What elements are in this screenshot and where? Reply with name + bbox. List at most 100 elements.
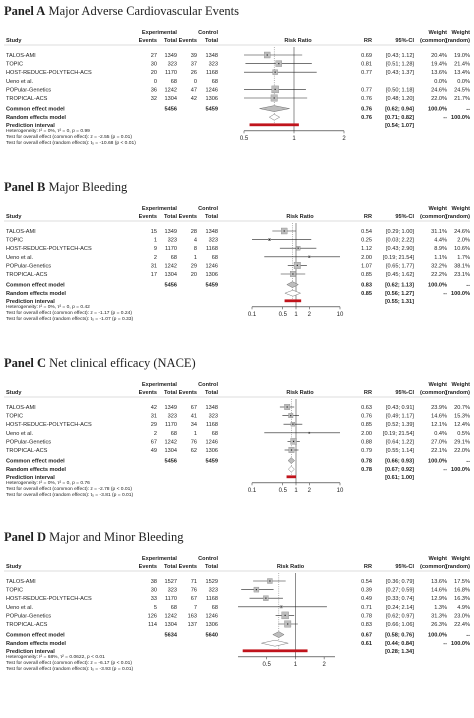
point-estimate (292, 423, 294, 425)
ci-value: [0.65; 1.77] (386, 263, 414, 269)
point-estimate (278, 63, 280, 65)
total-control: 5459 (206, 107, 218, 113)
study-row: HOST-REDUCE-POLYTECH-ACS 29 1170 34 1168 0.85… (6, 422, 470, 428)
header-events: Events (179, 390, 197, 396)
weight-common: 31.3% (431, 613, 447, 619)
total-control: 68 (212, 79, 218, 85)
weight-random: 15.3% (454, 414, 470, 420)
ci-value: [0.66; 1.06] (386, 622, 414, 628)
ci-value: [0.71; 0.82] (385, 115, 414, 121)
weight-random: 23.1% (454, 272, 470, 278)
header-weight: Weight (428, 556, 447, 562)
rr-value: 0.78 (361, 613, 372, 619)
events-control: 1 (194, 255, 197, 261)
point-estimate (283, 230, 285, 232)
header-weight: Weight (428, 30, 447, 36)
rr-value: 0.71 (361, 605, 372, 611)
rr-value: 0.85 (361, 291, 372, 297)
header-random: (random) (446, 564, 470, 570)
common-diamond (272, 631, 285, 638)
rr-value: 1.12 (361, 246, 372, 252)
study-name: Ueno et al. (6, 605, 33, 611)
ci-value: [0.28; 1.34] (385, 649, 414, 655)
total-experimental: 1349 (165, 53, 177, 59)
study-row: Ueno et al. 0 68 0 68 0.0% 0.0% (6, 79, 470, 85)
panel-title: Panel A Major Adverse Cardiovascular Eve… (4, 4, 239, 19)
total-control: 68 (212, 255, 218, 261)
weight-random: 4.9% (457, 605, 470, 611)
study-name: POPular-Genetics (6, 263, 51, 269)
header-total: Total (205, 564, 218, 570)
ci-value: [0.56; 1.27] (385, 291, 414, 297)
events-control: 137 (188, 622, 197, 628)
ci-value: [0.44; 0.84] (385, 641, 414, 647)
rr-value: 0.77 (361, 87, 372, 93)
header-study: Study (6, 390, 22, 396)
ci-value: [0.64; 1.22] (386, 439, 414, 445)
panel-label: Panel A (4, 4, 46, 18)
weight-random: 21.4% (454, 62, 470, 68)
weight-common: 32.2% (431, 263, 447, 269)
heterogeneity-text: Test for overall effect (random effects)… (6, 666, 133, 672)
total-control: 323 (209, 414, 218, 420)
header-common: (common) (420, 564, 447, 570)
header-experimental: Experimental (142, 382, 178, 388)
weight-random: 24.6% (454, 229, 470, 235)
study-name: POPular-Genetics (6, 87, 51, 93)
heterogeneity-text: Heterogeneity: I² = 0%, τ² = 0, p = 0.76 (6, 480, 90, 486)
ci-value: [0.62; 0.97] (386, 613, 414, 619)
study-name: TALOS-AMI (6, 579, 36, 585)
weight-common: 14.6% (431, 588, 447, 594)
study-name: Ueno et al. (6, 431, 33, 437)
total-experimental: 1304 (165, 622, 177, 628)
point-estimate (265, 597, 267, 599)
events-control: 26 (191, 70, 197, 76)
weight-common: 100.0% (428, 283, 447, 289)
point-estimate (266, 54, 268, 56)
study-name: HOST-REDUCE-POLYTECH-ACS (6, 422, 92, 428)
events-control: 1 (194, 431, 197, 437)
study-name: TOPIC (6, 588, 23, 594)
total-control: 1168 (206, 70, 218, 76)
point-estimate (297, 247, 299, 249)
header-study: Study (6, 214, 22, 220)
panel-title: Panel C Net clinical efficacy (NACE) (4, 356, 196, 371)
events-control: 76 (191, 439, 197, 445)
weight-random: 29.1% (454, 439, 470, 445)
header-events: Events (179, 564, 197, 570)
point-estimate (292, 273, 294, 275)
weight-random: 23.0% (454, 613, 470, 619)
header-experimental: Experimental (142, 30, 178, 36)
events-experimental: 0 (154, 79, 157, 85)
events-control: 67 (191, 405, 197, 411)
forest-plot-svg: Experimental Control Weight Weight Study Even… (4, 206, 470, 322)
rr-value: 1.07 (361, 263, 372, 269)
study-name: TALOS-AMI (6, 405, 36, 411)
rr-value: 0.76 (361, 414, 372, 420)
x-tick-label: 0.5 (240, 136, 249, 142)
point-estimate (290, 449, 293, 451)
study-row: TALOS-AMI 42 1349 67 1348 0.63 [0.43; 0.91] 23.… (6, 404, 470, 411)
ci-value: [0.67; 0.92] (385, 467, 414, 473)
common-diamond (259, 105, 290, 112)
rr-value: 0.39 (361, 588, 372, 594)
header-rr: RR (364, 214, 372, 220)
study-row: HOST-REDUCE-POLYTECH-ACS 9 1170 8 1168 1.12 [0… (6, 246, 470, 252)
random-diamond (284, 289, 302, 297)
weight-common: -- (443, 291, 447, 297)
study-row: HOST-REDUCE-POLYTECH-ACS 20 1170 26 1168 0.77… (6, 69, 470, 76)
events-experimental: 30 (151, 588, 157, 594)
weight-common: 13.6% (431, 579, 447, 585)
study-row: TOPIC 30 323 76 323 0.39 [0.27; 0.59] 14.6% 16.8… (6, 586, 470, 594)
heterogeneity-text: Test for overall effect (common effect):… (6, 310, 132, 316)
study-row: Ueno et al. 2 68 1 68 2.00 [0.19; 21.54] 1.1% 1.… (6, 255, 470, 261)
events-control: 163 (188, 613, 197, 619)
point-estimate (280, 606, 282, 608)
prediction-label: Prediction interval (6, 299, 55, 305)
ci-value: [0.62; 0.94] (385, 107, 414, 113)
study-row: HOST-REDUCE-POLYTECH-ACS 33 1170 67 1168 0.49… (6, 595, 470, 602)
heterogeneity-text: Heterogeneity: I² = 0%, τ² = 0, p = 0.42 (6, 304, 90, 310)
header-total: Total (164, 390, 177, 396)
x-tick-label: 2 (308, 312, 312, 318)
ci-value: [0.50; 1.18] (386, 87, 414, 93)
